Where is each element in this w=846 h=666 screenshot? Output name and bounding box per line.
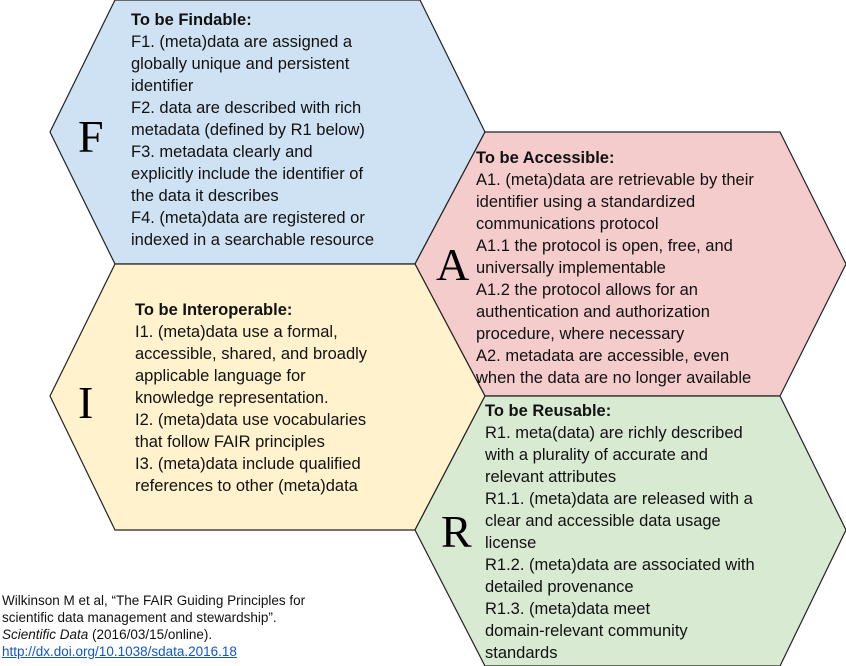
reusable-line: R1. meta(data) are richly described xyxy=(485,424,743,442)
findable-line: identifier xyxy=(131,77,194,95)
reusable-title: To be Reusable: xyxy=(485,402,612,420)
findable-line: explicitly include the identifier of xyxy=(131,165,364,183)
findable-line: metadata (defined by R1 below) xyxy=(131,121,365,139)
findable-letter: F xyxy=(78,111,104,162)
findable-line: the data it describes xyxy=(131,187,279,205)
reusable-line: domain-relevant community xyxy=(485,622,688,640)
interoperable-letter: I xyxy=(78,377,94,428)
findable-line: F3. metadata clearly and xyxy=(131,143,313,161)
citation-line: Wilkinson M et al, “The FAIR Guiding Pri… xyxy=(2,593,306,608)
reusable-line: R1.3. (meta)data meet xyxy=(485,600,651,618)
interoperable-line: applicable language for xyxy=(135,367,306,385)
accessible-line: identifier using a standardized xyxy=(476,193,696,211)
doi-link[interactable]: http://dx.doi.org/10.1038/sdata.2016.18 xyxy=(2,644,237,659)
interoperable-line: that follow FAIR principles xyxy=(135,433,325,451)
accessible-line: when the data are no longer available xyxy=(476,369,752,387)
interoperable-text: To be Interoperable: I1. (meta)data use … xyxy=(135,299,367,497)
findable-line: F2. data are described with rich xyxy=(131,99,362,117)
interoperable-line: accessible, shared, and broadly xyxy=(135,345,368,363)
accessible-line: A1. (meta)data are retrievable by their xyxy=(476,171,754,189)
reusable-line: standards xyxy=(485,644,558,662)
citation-journal: Scientific Data xyxy=(2,627,89,642)
interoperable-line: I1. (meta)data use a formal, xyxy=(135,323,338,341)
accessible-line: A2. metadata are accessible, even xyxy=(476,347,730,365)
accessible-text: To be Accessible: A1. (meta)data are ret… xyxy=(476,147,754,389)
citation-line: scientific data management and stewardsh… xyxy=(2,610,277,625)
reusable-line: detailed provenance xyxy=(485,578,634,596)
reusable-line: R1.1. (meta)data are released with a xyxy=(485,490,753,508)
interoperable-line: knowledge representation. xyxy=(135,389,329,407)
accessible-line: procedure, where necessary xyxy=(476,325,685,343)
accessible-line: communications protocol xyxy=(476,215,659,233)
accessible-line: universally implementable xyxy=(476,259,666,277)
interoperable-line: references to other (meta)data xyxy=(135,477,358,495)
accessible-line: authentication and authorization xyxy=(476,303,710,321)
citation-source: Scientific Data (2016/03/15/online). xyxy=(2,626,305,643)
findable-text: To be Findable: F1. (meta)data are assig… xyxy=(131,9,374,251)
citation-date: (2016/03/15/online). xyxy=(88,627,213,642)
accessible-line: A1.1 the protocol is open, free, and xyxy=(476,237,733,255)
findable-line: globally unique and persistent xyxy=(131,55,350,73)
reusable-letter: R xyxy=(441,506,472,557)
reusable-line: R1.2. (meta)data are associated with xyxy=(485,556,755,574)
findable-line: F1. (meta)data are assigned a xyxy=(131,33,353,51)
reusable-line: clear and accessible data usage xyxy=(485,512,721,530)
citation: Wilkinson M et al, “The FAIR Guiding Pri… xyxy=(2,592,305,660)
interoperable-line: I3. (meta)data include qualified xyxy=(135,455,361,473)
accessible-letter: A xyxy=(436,239,470,290)
findable-line: indexed in a searchable resource xyxy=(131,231,375,249)
reusable-line: relevant attributes xyxy=(485,468,617,486)
reusable-line: license xyxy=(485,534,537,552)
reusable-hexagon xyxy=(414,395,846,666)
accessible-line: A1.2 the protocol allows for an xyxy=(476,281,698,299)
findable-title: To be Findable: xyxy=(131,11,252,29)
findable-line: F4. (meta)data are registered or xyxy=(131,209,365,227)
interoperable-line: I2. (meta)data use vocabularies xyxy=(135,411,367,429)
reusable-line: with a plurality of accurate and xyxy=(485,446,708,464)
interoperable-title: To be Interoperable: xyxy=(135,301,293,319)
reusable-text: To be Reusable: R1. meta(data) are richl… xyxy=(485,400,755,664)
accessible-title: To be Accessible: xyxy=(476,149,615,167)
